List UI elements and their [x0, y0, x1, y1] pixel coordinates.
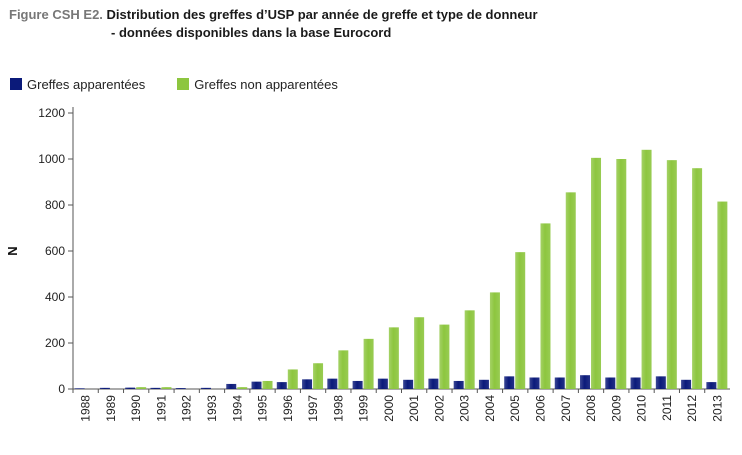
- x-tick-label: 2011: [660, 395, 674, 421]
- bar-related-2004: [478, 379, 489, 389]
- bar-unrelated-2012: [692, 168, 703, 389]
- bar-related-2012: [681, 379, 692, 389]
- bar-related-2006: [529, 377, 540, 389]
- y-tick-label: 1000: [38, 152, 65, 166]
- bar-related-1995: [251, 381, 262, 389]
- bar-related-1990: [125, 387, 136, 389]
- bar-related-2010: [630, 377, 641, 389]
- bar-unrelated-1997: [313, 363, 324, 389]
- x-tick-label: 2000: [382, 395, 396, 422]
- legend-label-related: Greffes apparentées: [27, 76, 146, 92]
- x-tick-label: 1990: [129, 395, 143, 422]
- x-tick-label: 2010: [635, 395, 649, 422]
- bar-unrelated-2008: [591, 157, 602, 389]
- x-tick-label: 1992: [180, 395, 194, 422]
- bar-unrelated-2009: [616, 159, 627, 389]
- legend-swatch-related: [10, 78, 22, 90]
- bar-related-2013: [706, 382, 717, 389]
- bar-related-2002: [428, 378, 439, 389]
- y-tick-label: 200: [45, 336, 65, 350]
- bar-unrelated-2005: [515, 252, 526, 389]
- bar-unrelated-1994: [237, 387, 248, 389]
- x-tick-label: 2005: [508, 395, 522, 422]
- x-tick-label: 1993: [205, 395, 219, 422]
- legend-swatch-unrelated: [177, 78, 190, 90]
- x-tick-label: 2008: [584, 395, 598, 422]
- bar-related-1993: [200, 387, 211, 389]
- bar-unrelated-2013: [717, 201, 728, 389]
- bar-unrelated-2003: [464, 310, 475, 389]
- bar-related-1991: [150, 387, 161, 389]
- y-tick-label: 600: [45, 244, 65, 258]
- legend-label-unrelated: Greffes non apparentées: [194, 76, 338, 92]
- bar-related-2009: [605, 377, 616, 389]
- x-tick-label: 2012: [685, 395, 699, 422]
- figure-title-line2: - données disponibles dans la base Euroc…: [111, 25, 392, 40]
- x-tick-label: 2007: [559, 395, 573, 422]
- y-tick-label: 1200: [38, 106, 65, 120]
- bar-related-2001: [403, 379, 414, 389]
- bar-unrelated-1999: [363, 338, 374, 389]
- legend-item-unrelated: Greffes non apparentées: [177, 77, 338, 92]
- x-tick-label: 1997: [306, 395, 320, 422]
- x-tick-label: 2013: [710, 395, 724, 422]
- x-tick-label: 2001: [407, 395, 421, 422]
- bar-related-2007: [554, 377, 565, 389]
- x-tick-label: 2006: [533, 395, 547, 422]
- x-tick-label: 1994: [230, 395, 244, 422]
- x-tick-label: 1999: [357, 395, 371, 422]
- figure-title-line1: Distribution des greffes d’USP par année…: [106, 7, 538, 22]
- bar-related-1999: [352, 380, 363, 389]
- x-tick-label: 1998: [331, 395, 345, 422]
- bar-unrelated-2006: [540, 223, 551, 389]
- bar-unrelated-2001: [414, 317, 425, 389]
- bar-unrelated-2002: [439, 324, 450, 389]
- y-tick-label: 0: [58, 382, 65, 396]
- figure-caption: Figure CSH E2. Distribution des greffes …: [9, 6, 729, 42]
- y-axis-title: N: [5, 246, 20, 255]
- y-tick-label: 400: [45, 290, 65, 304]
- bar-unrelated-1990: [136, 387, 147, 389]
- bar-related-1988: [74, 388, 85, 389]
- x-tick-label: 1996: [281, 395, 295, 422]
- legend-item-related: Greffes apparentées: [10, 77, 145, 92]
- bar-related-1997: [302, 379, 313, 389]
- x-tick-label: 1988: [79, 395, 93, 422]
- x-tick-label: 1989: [104, 395, 118, 422]
- x-tick-label: 1995: [256, 395, 270, 422]
- bar-unrelated-1991: [161, 387, 172, 389]
- bar-related-2000: [377, 378, 388, 389]
- bar-related-2005: [504, 376, 515, 389]
- bar-related-2008: [580, 375, 591, 389]
- x-tick-label: 2009: [609, 395, 623, 422]
- bar-related-1992: [175, 388, 186, 389]
- chart-legend: Greffes apparentées Greffes non apparent…: [10, 75, 370, 93]
- bar-related-2011: [655, 376, 666, 389]
- bar-related-1989: [99, 387, 110, 389]
- x-tick-label: 2003: [458, 395, 472, 422]
- bar-unrelated-2000: [388, 327, 399, 389]
- bar-unrelated-2004: [489, 292, 500, 389]
- bar-unrelated-1998: [338, 350, 349, 389]
- bar-unrelated-1995: [262, 380, 273, 389]
- bar-related-1998: [327, 378, 338, 389]
- bar-unrelated-2010: [641, 149, 652, 389]
- bar-related-2003: [453, 380, 464, 389]
- x-tick-label: 2002: [432, 395, 446, 422]
- bar-unrelated-2011: [666, 160, 677, 389]
- x-tick-label: 2004: [483, 395, 497, 422]
- y-tick-label: 800: [45, 198, 65, 212]
- bar-unrelated-2007: [565, 192, 576, 389]
- x-tick-label: 1991: [154, 395, 168, 422]
- bar-related-1994: [226, 383, 237, 389]
- bar-related-1996: [276, 382, 287, 389]
- bar-unrelated-1996: [287, 369, 298, 389]
- figure-label: Figure CSH E2.: [9, 7, 103, 22]
